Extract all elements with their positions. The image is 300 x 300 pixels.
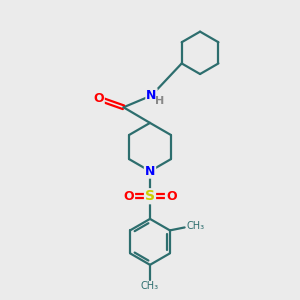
Text: S: S: [145, 189, 155, 203]
Text: CH₃: CH₃: [141, 281, 159, 291]
Text: CH₃: CH₃: [186, 221, 204, 231]
Text: O: O: [93, 92, 104, 105]
Text: O: O: [166, 190, 176, 203]
Text: O: O: [124, 190, 134, 203]
Text: N: N: [145, 165, 155, 178]
Text: H: H: [155, 95, 164, 106]
Text: N: N: [146, 89, 157, 102]
